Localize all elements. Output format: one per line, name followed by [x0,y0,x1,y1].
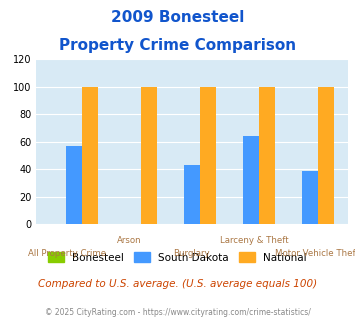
Text: Larceny & Theft: Larceny & Theft [220,236,289,245]
Legend: Bonesteel, South Dakota, National: Bonesteel, South Dakota, National [48,252,307,262]
Text: Compared to U.S. average. (U.S. average equals 100): Compared to U.S. average. (U.S. average … [38,279,317,289]
Text: 2009 Bonesteel: 2009 Bonesteel [111,10,244,25]
Text: All Property Crime: All Property Crime [28,249,106,258]
Text: Arson: Arson [117,236,142,245]
Bar [184,165,200,224]
Text: Burglary: Burglary [173,249,210,258]
Text: Property Crime Comparison: Property Crime Comparison [59,38,296,53]
Bar [66,146,82,224]
Bar [200,87,215,224]
Bar [141,87,157,224]
Text: © 2025 CityRating.com - https://www.cityrating.com/crime-statistics/: © 2025 CityRating.com - https://www.city… [45,308,310,316]
Bar [259,87,275,224]
Bar [318,87,334,224]
Text: Motor Vehicle Theft: Motor Vehicle Theft [275,249,355,258]
Bar [302,171,318,224]
Bar [82,87,98,224]
Bar [243,136,259,224]
